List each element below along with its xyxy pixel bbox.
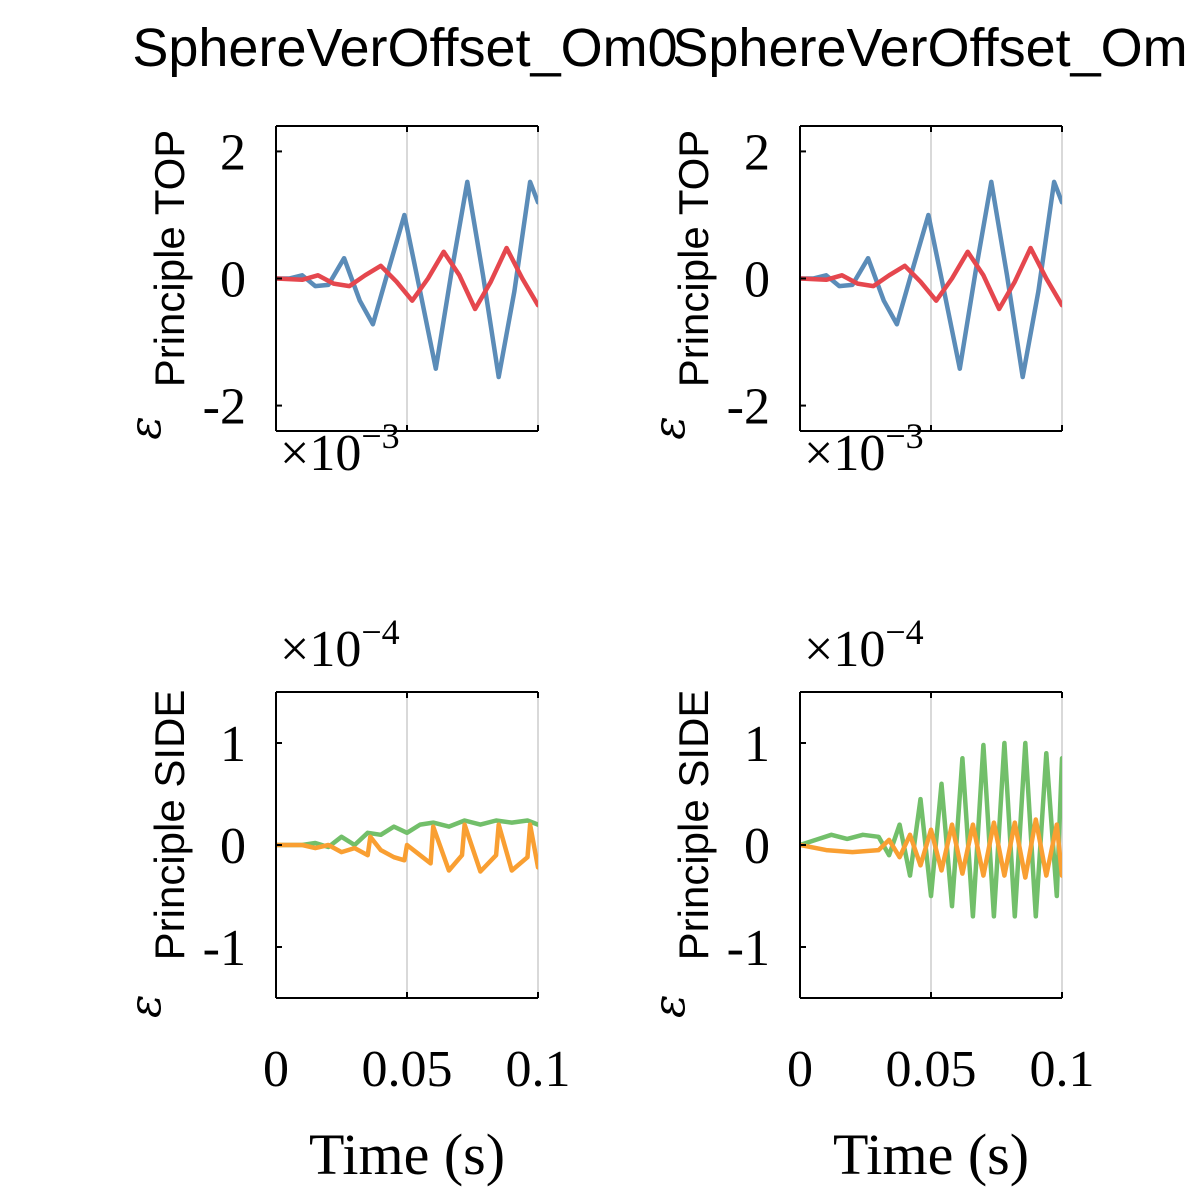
y-axis-label-symbol: ε [644,416,695,440]
series-line-red [800,245,1062,312]
axis-multiplier: ×10−3 [804,416,924,482]
axis-multiplier: ×10−4 [280,612,400,678]
y-tick-label: 1 [744,716,770,773]
series-line-red [276,245,538,312]
y-tick-label: -1 [727,920,770,977]
x-tick-label: 0 [263,1041,289,1098]
y-tick-label: 0 [744,818,770,875]
multiplier-exponent: −4 [885,612,923,652]
x-tick-label: 0.05 [362,1041,453,1098]
x-axis-label: Time (s) [309,1122,505,1187]
y-tick-label: -2 [203,379,246,436]
x-axis-label: Time (s) [833,1122,1029,1187]
series-line-blue [800,179,1062,380]
multiplier-base: ×10 [804,621,885,678]
chart-title: SphereVerOffset_Om [672,18,1187,78]
y-axis-label-text: Principle SIDE [670,690,717,961]
y-axis-label-text: Principle TOP [146,130,193,388]
y-tick-label: 0 [220,252,246,309]
y-tick-label: 0 [220,818,246,875]
multiplier-exponent: −3 [885,416,923,456]
y-axis-label: Principle SIDE ε [120,690,193,1018]
x-tick-label: 0.1 [1030,1041,1095,1098]
y-tick-label: 1 [220,716,246,773]
y-tick-label: 2 [744,124,770,181]
y-tick-label: -2 [727,379,770,436]
series-line-blue [276,179,538,380]
y-tick-label: 2 [220,124,246,181]
multiplier-base: ×10 [280,621,361,678]
y-tick-label: -1 [203,920,246,977]
series-line-orange [276,822,538,874]
x-tick-label: 0 [787,1041,813,1098]
y-axis-label: Principle TOP ε [120,130,193,440]
y-axis-label-symbol: ε [644,994,695,1018]
multiplier-base: ×10 [280,425,361,482]
y-axis-label: Principle TOP ε [644,130,717,440]
x-tick-label: 0.1 [506,1041,571,1098]
chart-panel-1: -2 0 2 ×10−3 Principle TOP ε SphereVerOffset_O… [120,18,678,482]
y-axis-label: Principle SIDE ε [644,690,717,1018]
multiplier-base: ×10 [804,425,885,482]
series-line-orange [800,817,1062,880]
x-tick-label: 0.05 [886,1041,977,1098]
chart-panel-2: -2 0 2 ×10−3 Principle TOP ε SphereVerOffset_O… [644,18,1188,482]
axis-multiplier: ×10−3 [280,416,400,482]
chart-title: SphereVerOffset_Om0 [132,18,677,78]
y-tick-label: 0 [744,252,770,309]
axis-multiplier: ×10−4 [804,612,924,678]
y-axis-label-symbol: ε [120,994,171,1018]
multiplier-exponent: −3 [361,416,399,456]
multiplier-exponent: −4 [361,612,399,652]
y-axis-label-text: Principle SIDE [146,690,193,961]
y-axis-label-text: Principle TOP [670,130,717,388]
y-axis-label-symbol: ε [120,416,171,440]
